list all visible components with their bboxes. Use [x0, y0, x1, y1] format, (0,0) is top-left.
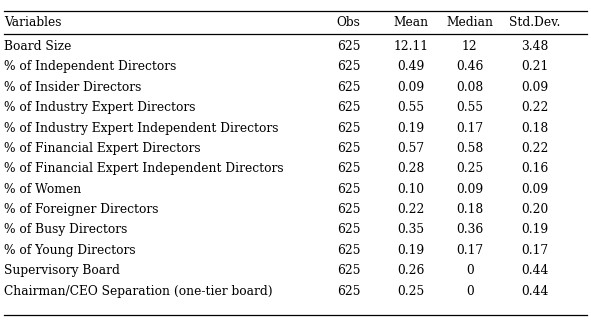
Text: 0: 0: [466, 264, 474, 277]
Text: 0.58: 0.58: [456, 142, 483, 155]
Text: 0.09: 0.09: [397, 81, 424, 94]
Text: 625: 625: [337, 203, 361, 216]
Text: 0.19: 0.19: [397, 244, 424, 257]
Text: 12: 12: [462, 40, 478, 53]
Text: Obs: Obs: [337, 16, 361, 29]
Text: 0.46: 0.46: [456, 60, 483, 74]
Text: % of Financial Expert Independent Directors: % of Financial Expert Independent Direct…: [4, 162, 284, 175]
Text: % of Industry Expert Directors: % of Industry Expert Directors: [4, 101, 196, 114]
Text: 625: 625: [337, 60, 361, 74]
Text: 0.36: 0.36: [456, 223, 483, 237]
Text: Mean: Mean: [393, 16, 428, 29]
Text: Chairman/CEO Separation (one-tier board): Chairman/CEO Separation (one-tier board): [4, 285, 273, 298]
Text: 625: 625: [337, 162, 361, 175]
Text: 0.09: 0.09: [456, 183, 483, 196]
Text: 0.09: 0.09: [521, 183, 548, 196]
Text: 0.55: 0.55: [456, 101, 483, 114]
Text: 0.19: 0.19: [397, 122, 424, 134]
Text: % of Women: % of Women: [4, 183, 82, 196]
Text: 0.08: 0.08: [456, 81, 483, 94]
Text: Variables: Variables: [4, 16, 61, 29]
Text: 3.48: 3.48: [521, 40, 548, 53]
Text: 0.10: 0.10: [397, 183, 424, 196]
Text: 0.22: 0.22: [521, 101, 548, 114]
Text: 0.28: 0.28: [397, 162, 424, 175]
Text: 625: 625: [337, 101, 361, 114]
Text: 0.44: 0.44: [521, 285, 548, 298]
Text: 0.17: 0.17: [521, 244, 548, 257]
Text: 0.25: 0.25: [397, 285, 424, 298]
Text: 625: 625: [337, 223, 361, 237]
Text: 625: 625: [337, 183, 361, 196]
Text: 0.26: 0.26: [397, 264, 424, 277]
Text: 625: 625: [337, 142, 361, 155]
Text: 0.25: 0.25: [456, 162, 483, 175]
Text: % of Independent Directors: % of Independent Directors: [4, 60, 177, 74]
Text: 0.57: 0.57: [397, 142, 424, 155]
Text: 0.49: 0.49: [397, 60, 424, 74]
Text: 0.55: 0.55: [397, 101, 424, 114]
Text: 0.17: 0.17: [456, 244, 483, 257]
Text: 625: 625: [337, 81, 361, 94]
Text: 0.35: 0.35: [397, 223, 424, 237]
Text: 0.18: 0.18: [456, 203, 483, 216]
Text: 0.22: 0.22: [397, 203, 424, 216]
Text: 625: 625: [337, 244, 361, 257]
Text: Median: Median: [446, 16, 493, 29]
Text: Std.Dev.: Std.Dev.: [509, 16, 560, 29]
Text: 0.16: 0.16: [521, 162, 548, 175]
Text: 0.44: 0.44: [521, 264, 548, 277]
Text: % of Financial Expert Directors: % of Financial Expert Directors: [4, 142, 201, 155]
Text: % of Foreigner Directors: % of Foreigner Directors: [4, 203, 158, 216]
Text: 0: 0: [466, 285, 474, 298]
Text: 0.17: 0.17: [456, 122, 483, 134]
Text: 0.20: 0.20: [521, 203, 548, 216]
Text: 625: 625: [337, 264, 361, 277]
Text: % of Industry Expert Independent Directors: % of Industry Expert Independent Directo…: [4, 122, 278, 134]
Text: 625: 625: [337, 40, 361, 53]
Text: 0.19: 0.19: [521, 223, 548, 237]
Text: Supervisory Board: Supervisory Board: [4, 264, 120, 277]
Text: 0.09: 0.09: [521, 81, 548, 94]
Text: 12.11: 12.11: [393, 40, 428, 53]
Text: 0.22: 0.22: [521, 142, 548, 155]
Text: Board Size: Board Size: [4, 40, 72, 53]
Text: % of Young Directors: % of Young Directors: [4, 244, 136, 257]
Text: % of Insider Directors: % of Insider Directors: [4, 81, 141, 94]
Text: % of Busy Directors: % of Busy Directors: [4, 223, 128, 237]
Text: 0.18: 0.18: [521, 122, 548, 134]
Text: 0.21: 0.21: [521, 60, 548, 74]
Text: 625: 625: [337, 285, 361, 298]
Text: 625: 625: [337, 122, 361, 134]
